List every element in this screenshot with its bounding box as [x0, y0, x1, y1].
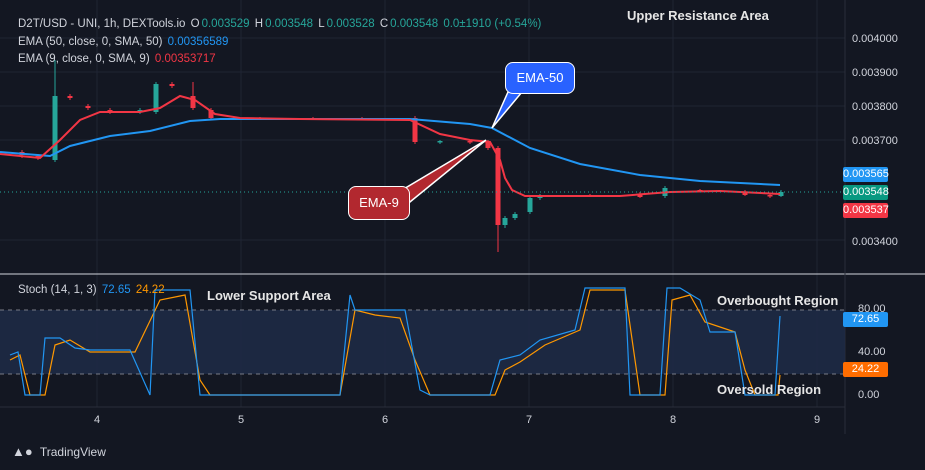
candle-body: [485, 142, 491, 148]
candlestick-series: [19, 60, 784, 252]
oversold-label: Oversold Region: [717, 382, 822, 397]
overbought-label: Overbought Region: [717, 293, 839, 308]
symbol-title: D2T/USD - UNI, 1h, DEXTools.io: [18, 18, 186, 30]
candle-body: [637, 194, 643, 197]
candle-body: [512, 214, 518, 218]
ema50-callout: EMA-50: [505, 62, 575, 94]
candle-body: [153, 84, 159, 112]
ema50-callout-pointer: [491, 91, 524, 129]
candle-body: [67, 96, 73, 98]
ema9-legend-value: 0.00353717: [154, 53, 216, 65]
open-value: 0.003529: [201, 18, 250, 30]
ema50-legend[interactable]: EMA (50, close, 0, SMA, 50) 0.00356589: [18, 36, 230, 48]
time-tick: 9: [814, 414, 821, 426]
stoch-tick: 0.00: [858, 389, 880, 401]
open-label: O: [190, 18, 200, 30]
lower-support-label: Lower Support Area: [207, 288, 331, 303]
time-tick: 7: [526, 414, 533, 426]
candle-body: [412, 118, 418, 142]
candle-body: [437, 141, 443, 143]
candle-body: [502, 218, 508, 225]
ema9-price-badge: 0.003537: [843, 203, 889, 218]
time-tick: 4: [94, 414, 101, 426]
candle-body: [742, 192, 748, 195]
low-value: 0.003528: [326, 18, 375, 30]
candle-body: [52, 96, 58, 160]
symbol-legend[interactable]: D2T/USD - UNI, 1h, DEXTools.io O 0.003529…: [18, 18, 543, 30]
ema50-price-badge: 0.003565: [843, 167, 889, 182]
tradingview-brand[interactable]: ▲● TradingView: [12, 444, 106, 459]
ema9-line: [0, 94, 781, 197]
high-value: 0.003548: [265, 18, 314, 30]
low-label: L: [318, 18, 325, 30]
candle-body: [495, 148, 501, 225]
time-tick: 5: [238, 414, 245, 426]
price-tick: 0.004000: [852, 33, 898, 45]
ema9-legend[interactable]: EMA (9, close, 0, SMA, 9) 0.00353717: [18, 53, 218, 65]
candle-body: [767, 195, 773, 197]
close-price-badge: 0.003548: [843, 185, 889, 200]
tradingview-logo-icon: ▲●: [12, 444, 33, 459]
ema50-legend-label: EMA (50, close, 0, SMA, 50): [18, 36, 163, 48]
close-value: 0.003548: [390, 18, 439, 30]
stoch-tick: 40.00: [858, 346, 886, 358]
stoch-band: [0, 310, 845, 374]
candle-body: [85, 106, 91, 108]
time-tick: 6: [382, 414, 389, 426]
close-label: C: [379, 18, 389, 30]
upper-resistance-label: Upper Resistance Area: [627, 8, 769, 23]
candle-body: [190, 96, 196, 108]
candle-body: [527, 198, 533, 212]
candle-body: [778, 192, 784, 196]
candle-body: [208, 110, 214, 118]
chart-grid: [0, 0, 845, 407]
price-tick: 0.003900: [852, 67, 898, 79]
ema9-callout: EMA-9: [348, 186, 410, 220]
price-tick: 0.003400: [852, 236, 898, 248]
stoch-k-legend-value: 72.65: [101, 284, 131, 296]
ema9-legend-label: EMA (9, close, 0, SMA, 9): [18, 53, 150, 65]
time-tick: 8: [670, 414, 677, 426]
stoch-k-line: [9, 287, 781, 396]
stoch-d-legend-value: 24.22: [135, 284, 165, 296]
tradingview-brand-label: TradingView: [39, 445, 106, 459]
candle-body: [169, 84, 175, 86]
stoch-legend[interactable]: Stoch (14, 1, 3) 72.65 24.22: [18, 284, 167, 296]
stoch-d-badge: 24.22: [843, 362, 888, 377]
change-value: 0.0±1910 (+0.54%): [443, 18, 542, 30]
price-tick: 0.003800: [852, 101, 898, 113]
ema50-legend-value: 0.00356589: [167, 36, 229, 48]
stoch-legend-label: Stoch (14, 1, 3): [18, 284, 97, 296]
stoch-k-badge: 72.65: [843, 312, 888, 327]
price-tick: 0.003700: [852, 135, 898, 147]
candle-body: [467, 141, 473, 143]
ema50-line: [0, 118, 781, 186]
high-label: H: [254, 18, 264, 30]
